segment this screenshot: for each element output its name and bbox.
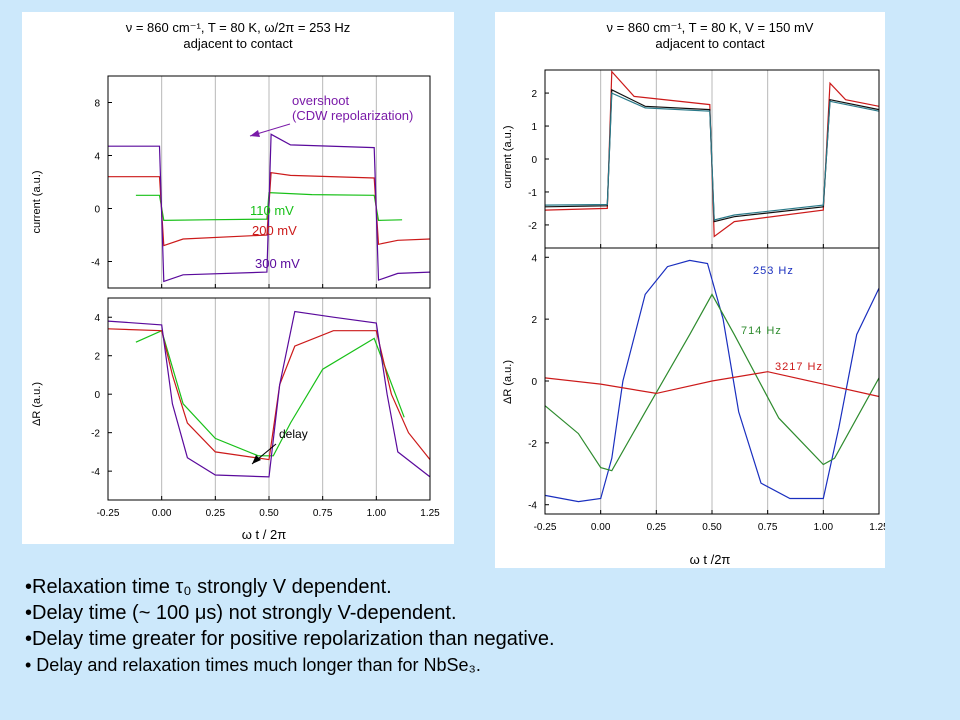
overshoot-arrowhead — [250, 130, 260, 137]
right-header-line2: adjacent to contact — [655, 36, 765, 51]
right-bottom-y-tick-label: -4 — [528, 501, 537, 512]
right-xlabel: ω t /2π — [690, 552, 731, 567]
right-top-series-trace-3 — [544, 92, 880, 221]
bullet-delay-time: •Delay time (~ 100 μs) not strongly V-de… — [25, 602, 457, 624]
left-figure: ν = 860 cm⁻¹, T = 80 K, ω/2π = 253 Hz ad… — [22, 12, 454, 544]
left-bottom-series-110-mv — [135, 329, 405, 457]
right-top-y-tick-label: -2 — [528, 221, 537, 232]
left-header-line2: adjacent to contact — [183, 36, 293, 51]
left-bottom-x-tick-label: 1.25 — [420, 508, 440, 519]
left-bottom-x-tick-label: -0.25 — [97, 508, 120, 519]
right-bottom-plot-frame — [544, 247, 880, 515]
right-current-plot: -2 -1 0 1 2 — [528, 69, 880, 249]
label-110mv: 110 mV — [250, 203, 294, 218]
right-bottom-ylabel: ΔR (a.u.) — [502, 360, 514, 404]
left-top-y-tick-label: 4 — [94, 152, 100, 163]
right-top-y-tick-label: 1 — [531, 122, 537, 133]
left-bottom-y-tick-label: 0 — [94, 390, 100, 401]
bullet-delay-polarity: •Delay time greater for positive repolar… — [25, 628, 555, 650]
left-header-line1: ν = 860 cm⁻¹, T = 80 K, ω/2π = 253 Hz — [126, 20, 351, 35]
left-top-series-300-mv — [108, 133, 431, 283]
left-bottom-plot-frame — [107, 297, 431, 501]
right-chart-svg: ν = 860 cm⁻¹, T = 80 K, V = 150 mV adjac… — [502, 20, 889, 567]
right-header-line1: ν = 860 cm⁻¹, T = 80 K, V = 150 mV — [607, 20, 814, 35]
bullet-nbse3: • Delay and relaxation times much longer… — [25, 655, 481, 675]
left-top-y-tick-label: -4 — [91, 258, 100, 269]
label-714hz: 714 Hz — [741, 325, 782, 337]
right-bottom-x-tick-label: 1.00 — [814, 522, 834, 533]
right-bottom-x-tick-label: 0.75 — [758, 522, 778, 533]
left-top-y-tick-label: 8 — [94, 99, 100, 110]
left-bottom-series-300-mv — [107, 310, 431, 478]
left-top-ylabel: current (a.u.) — [31, 171, 43, 234]
right-bottom-series-253-hz — [544, 259, 880, 503]
label-3217hz: 3217 Hz — [775, 361, 823, 373]
left-bottom-y-tick-label: -2 — [91, 429, 100, 440]
cdw-repolarization-annotation: (CDW repolarization) — [292, 108, 413, 123]
summary-bullets: •Relaxation time τ₀ strongly V dependent… — [25, 574, 945, 678]
right-bottom-series-3217-hz — [544, 371, 880, 398]
overshoot-annotation: overshoot — [292, 93, 349, 108]
left-top-y-tick-label: 0 — [94, 205, 100, 216]
left-bottom-x-tick-label: 0.25 — [206, 508, 226, 519]
right-bottom-x-tick-label: 0.00 — [591, 522, 611, 533]
left-bottom-x-tick-label: 0.75 — [313, 508, 333, 519]
left-bottom-x-tick-label: 1.00 — [367, 508, 387, 519]
right-bottom-series-714-hz — [544, 293, 880, 472]
left-bottom-x-tick-label: 0.00 — [152, 508, 172, 519]
left-bottom-x-tick-label: 0.50 — [259, 508, 279, 519]
left-current-plot: -4 0 4 8 — [91, 75, 431, 289]
right-bottom-y-tick-label: 2 — [531, 315, 537, 326]
right-bottom-x-tick-label: 0.25 — [647, 522, 667, 533]
left-bottom-y-tick-label: 2 — [94, 352, 100, 363]
right-bottom-y-tick-label: 4 — [531, 253, 537, 264]
right-top-ylabel: current (a.u.) — [502, 126, 514, 189]
right-top-y-tick-label: 2 — [531, 89, 537, 100]
right-bottom-x-tick-label: 0.50 — [702, 522, 722, 533]
right-bottom-y-tick-label: -2 — [528, 439, 537, 450]
label-253hz: 253 Hz — [753, 265, 794, 277]
bullet-relaxation: •Relaxation time τ₀ strongly V dependent… — [25, 576, 392, 598]
right-bottom-x-tick-label: -0.25 — [534, 522, 557, 533]
right-reflectance-plot: -0.25 0.00 0.25 0.50 0.75 1.00 1.25 -4 -2 0 2 4 — [528, 247, 889, 533]
label-200mv: 200 mV — [252, 223, 297, 238]
left-xlabel: ω t / 2π — [242, 527, 286, 542]
left-reflectance-plot: -0.25 0.00 0.25 0.50 0.75 1.00 1.25 -4 -2 0 2 4 — [91, 297, 440, 519]
left-bottom-y-tick-label: -4 — [91, 467, 100, 478]
right-figure: ν = 860 cm⁻¹, T = 80 K, V = 150 mV adjac… — [495, 12, 889, 568]
right-top-y-tick-label: -1 — [528, 188, 537, 199]
label-300mv: 300 mV — [255, 256, 300, 271]
right-bottom-y-tick-label: 0 — [531, 377, 537, 388]
left-bottom-ylabel: ΔR (a.u.) — [31, 382, 43, 426]
left-chart-svg: ν = 860 cm⁻¹, T = 80 K, ω/2π = 253 Hz ad… — [31, 20, 440, 542]
left-bottom-y-tick-label: 4 — [94, 313, 100, 324]
delay-arrowhead — [252, 455, 261, 464]
right-top-y-tick-label: 0 — [531, 155, 537, 166]
right-bottom-x-tick-label: 1.25 — [869, 522, 885, 533]
left-top-plot-frame — [107, 75, 431, 289]
delay-annotation: delay — [279, 427, 308, 441]
